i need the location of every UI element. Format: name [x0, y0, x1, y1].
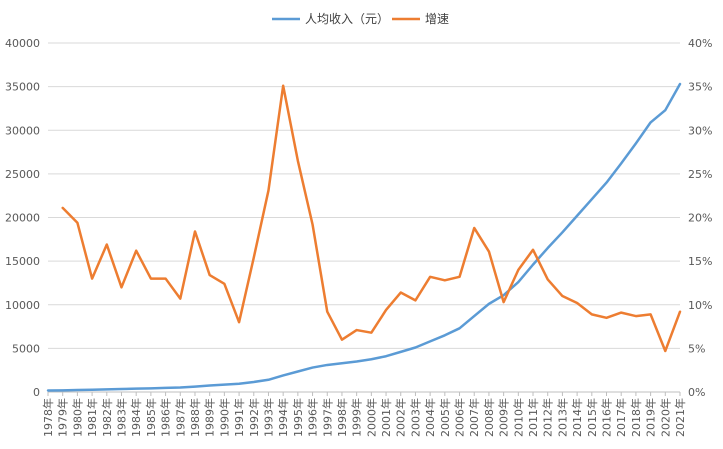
x-tick-label: 1978年	[41, 398, 55, 437]
y-right-tick-label: 0%	[688, 386, 705, 399]
y-left-tick-label: 5000	[12, 342, 40, 355]
series-layer	[46, 82, 682, 392]
series-line	[61, 84, 682, 353]
x-tick-label: 1982年	[100, 398, 114, 437]
x-tick-label: 2015年	[585, 398, 599, 437]
x-tick-label: 2005年	[438, 398, 452, 437]
y-left-tick-label: 20000	[5, 212, 40, 225]
x-tick-label: 1984年	[129, 398, 143, 437]
x-tick-label: 1998年	[335, 398, 349, 437]
y-right-tick-label: 30%	[688, 124, 712, 137]
x-tick-label: 1983年	[114, 398, 128, 437]
x-tick-label: 2012年	[541, 398, 555, 437]
x-tick-label: 2017年	[614, 398, 628, 437]
x-tick-label: 1995年	[291, 398, 305, 437]
x-tick-label: 2016年	[600, 398, 614, 437]
x-tick-label: 1990年	[217, 398, 231, 437]
x-tick-label: 1988年	[188, 398, 202, 437]
x-tick-label: 2006年	[453, 398, 467, 437]
x-tick-label: 1986年	[159, 398, 173, 437]
y-left-tick-label: 15000	[5, 255, 40, 268]
legend-label: 增速	[425, 12, 449, 26]
axes: 0 5000 10000 15000 20000 25000 30000 35000 40000…	[5, 37, 712, 437]
y-right-tick-label: 40%	[688, 37, 712, 50]
x-tick-label: 2020年	[658, 398, 672, 437]
x-tick-label: 1993年	[261, 398, 275, 437]
x-tick-label: 2002年	[394, 398, 408, 437]
y-left-tick-label: 25000	[5, 168, 40, 181]
x-tick-label: 1987年	[173, 398, 187, 437]
x-tick-label: 1994年	[276, 398, 290, 437]
legend-label: 人均收入（元）	[305, 12, 389, 26]
x-tick-label: 2009年	[497, 398, 511, 437]
x-tick-label: 1997年	[320, 398, 334, 437]
x-tick-label: 2007年	[467, 398, 481, 437]
x-tick-label: 2008年	[482, 398, 496, 437]
x-tick-label: 1996年	[306, 398, 320, 437]
x-tick-label: 1991年	[232, 398, 246, 437]
y-left-tick-label: 30000	[5, 124, 40, 137]
x-tick-label: 1981年	[85, 398, 99, 437]
y-left-tick-label: 10000	[5, 299, 40, 312]
x-tick-label: 2004年	[423, 398, 437, 437]
x-tick-label: 2018年	[629, 398, 643, 437]
y-right-tick-label: 20%	[688, 212, 712, 225]
x-tick-label: 2001年	[379, 398, 393, 437]
x-tick-label: 2019年	[644, 398, 658, 437]
x-tick-label: 2014年	[570, 398, 584, 437]
y-left-tick-label: 0	[33, 386, 40, 399]
series-line	[46, 82, 682, 392]
x-tick-label: 2021年	[673, 398, 687, 437]
x-tick-label: 1980年	[70, 398, 84, 437]
y-right-tick-label: 25%	[688, 168, 712, 181]
y-right-tick-label: 15%	[688, 255, 712, 268]
x-tick-label: 1992年	[247, 398, 261, 437]
x-tick-label: 2013年	[555, 398, 569, 437]
x-tick-label: 1989年	[203, 398, 217, 437]
y-right-tick-label: 5%	[688, 342, 705, 355]
x-tick-label: 1999年	[350, 398, 364, 437]
y-right-tick-label: 10%	[688, 299, 712, 312]
x-tick-label: 2003年	[408, 398, 422, 437]
x-tick-label: 1979年	[56, 398, 70, 437]
y-left-tick-label: 40000	[5, 37, 40, 50]
x-tick-label: 2011年	[526, 398, 540, 437]
gridlines	[48, 42, 680, 393]
legend: 人均收入（元） 增速	[272, 12, 449, 26]
x-tick-label: 1985年	[144, 398, 158, 437]
x-tick-label: 2000年	[364, 398, 378, 437]
y-right-tick-label: 35%	[688, 81, 712, 94]
y-left-tick-label: 35000	[5, 81, 40, 94]
x-tick-label: 2010年	[511, 398, 525, 437]
